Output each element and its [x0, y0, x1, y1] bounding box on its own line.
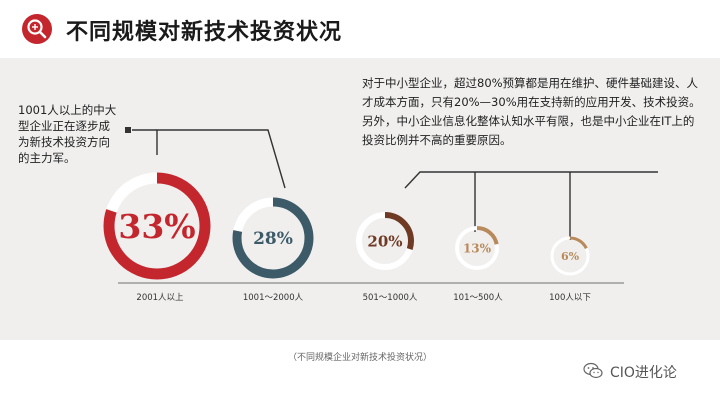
connector-marker: [125, 127, 131, 133]
donut-group: 33% 28% 20% 13% 6%: [103, 172, 590, 280]
wechat-icon: [583, 362, 603, 379]
connector-lines: [125, 127, 658, 240]
donut-value-label: 33%: [118, 207, 195, 246]
donut-value-label: 28%: [253, 229, 293, 249]
category-labels: 2001人以上 1001～2000人 501～1000人 101～500人 100人以下: [136, 293, 591, 303]
connector-line-1: [404, 171, 658, 189]
page-title: 不同规模对新技术投资状况: [66, 20, 343, 45]
donut-arc-0: [103, 172, 211, 280]
donut-arc-1: [232, 197, 314, 279]
connector-line-0: [156, 129, 286, 189]
category-label: 2001人以上: [136, 293, 184, 303]
donut-value-label: 20%: [367, 232, 402, 250]
figure-caption: （不同规模企业对新技术投资状况）: [287, 353, 432, 363]
note-left: 1001人以上的中大型企业正在逐步成为新技术投资方向的主力军。: [18, 103, 117, 165]
category-label: 100人以下: [549, 293, 591, 303]
category-label: 101～500人: [453, 293, 503, 303]
header: 不同规模对新技术投资状况: [0, 0, 720, 58]
brand-name: CIO进化论: [610, 365, 677, 381]
donut-value-label: 13%: [463, 241, 492, 255]
donut-arc-4: [550, 236, 590, 276]
note-right: 对于中小型企业，超过80%预算都是用在维护、硬件基础建设、人才成本方面，只有20…: [362, 76, 701, 147]
search-magnifier-icon: [22, 14, 52, 44]
category-label: 501～1000人: [363, 293, 418, 303]
donut-arc-3: [455, 226, 499, 270]
donut-arc-2: [356, 212, 414, 270]
category-label: 1001～2000人: [243, 293, 304, 303]
donut-value-label: 6%: [561, 250, 580, 263]
